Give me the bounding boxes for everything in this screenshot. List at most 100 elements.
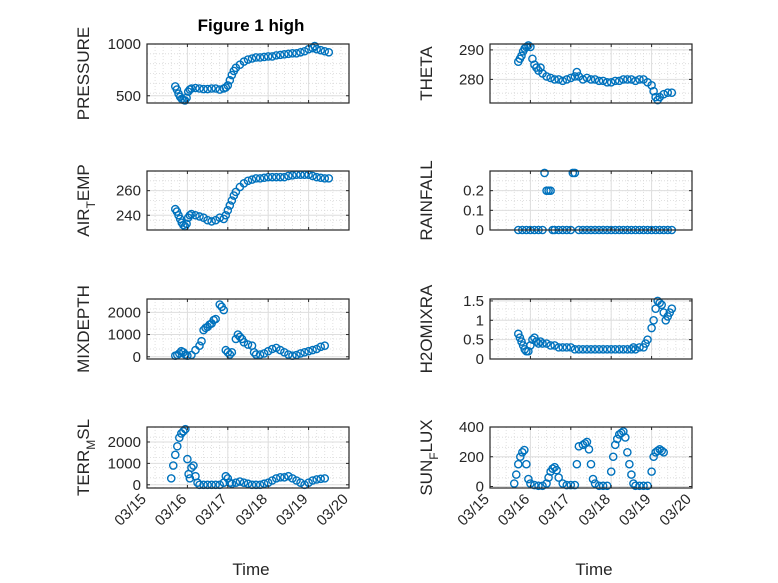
data-point [598, 345, 608, 354]
data-point [280, 472, 289, 482]
y-tick-label: 1.5 [463, 293, 484, 310]
data-point [221, 210, 231, 220]
data-point [558, 343, 568, 352]
data-point [534, 339, 543, 348]
subplot-6: 0 0.5 1 1.5 H2OMIXRA [417, 284, 693, 373]
data-point [172, 441, 182, 451]
data-point [195, 212, 204, 221]
y-tick-label: 280 [459, 71, 484, 88]
data-point [247, 175, 257, 184]
data-point [580, 439, 590, 448]
data-point [223, 206, 233, 215]
x-tick-label: 03/20 [656, 491, 695, 530]
data-point [223, 348, 233, 357]
x-tick-label: 03/16 [152, 491, 191, 530]
data-point [588, 474, 598, 484]
data-point [542, 339, 551, 348]
data-point [288, 171, 297, 180]
data-point [185, 210, 195, 220]
data-point [631, 481, 640, 491]
data-point [602, 345, 612, 354]
data-point [649, 86, 658, 96]
data-point [631, 76, 640, 86]
data-point [300, 46, 309, 56]
y-tick-label: 500 [116, 88, 141, 105]
x-tick-label: 03/16 [495, 491, 534, 530]
data-point [627, 345, 636, 354]
data-point [223, 81, 233, 90]
data-point [627, 75, 636, 84]
data-point [207, 217, 216, 226]
y-axis-label: RAINFALL [417, 160, 436, 240]
data-point [554, 75, 563, 84]
y-tick-label: 240 [116, 207, 141, 224]
data-point [251, 350, 261, 359]
y-tick-label: 0.1 [463, 202, 484, 219]
data-point [659, 89, 669, 99]
data-point [235, 332, 245, 342]
data-point [594, 76, 604, 86]
x-tick-label: 03/19 [616, 491, 655, 530]
data-point [562, 75, 572, 84]
data-point [647, 323, 656, 333]
data-point [517, 337, 526, 346]
data-point [629, 343, 638, 352]
y-tick-label: 2000 [108, 304, 141, 321]
data-point [312, 475, 321, 484]
data-point [578, 345, 588, 354]
data-point [320, 46, 330, 56]
data-point [584, 445, 594, 454]
subplot-2: 280 290 THETA [417, 41, 693, 105]
data-point [225, 201, 235, 210]
data-point [554, 343, 563, 352]
data-point [316, 474, 326, 484]
data-point [324, 47, 334, 57]
data-point [189, 461, 198, 470]
data-point [211, 84, 220, 93]
data-point [619, 345, 628, 354]
data-point [657, 446, 667, 456]
data-point [185, 474, 195, 483]
data-point [552, 465, 561, 475]
data-point [199, 84, 208, 94]
y-tick-label: 2000 [108, 434, 141, 451]
data-point [554, 473, 563, 482]
data-point [534, 481, 543, 491]
data-point [219, 305, 229, 315]
data-point [187, 463, 196, 472]
data-point [518, 447, 527, 457]
data-point [175, 433, 184, 443]
data-point [312, 44, 321, 54]
data-point [203, 215, 212, 225]
data-point [606, 78, 616, 87]
data-point [566, 73, 576, 83]
data-point [308, 171, 317, 181]
data-point [179, 426, 188, 436]
axes-frame [489, 298, 693, 360]
data-point [586, 75, 596, 84]
data-point [221, 471, 231, 481]
data-point [511, 470, 521, 479]
data-point [515, 333, 525, 343]
data-point [296, 47, 305, 57]
x-tick-label: 03/20 [313, 491, 352, 530]
data-point [621, 433, 630, 442]
data-point [516, 452, 525, 462]
data-point [255, 350, 265, 359]
y-axis-label: TERRMSL [74, 419, 98, 496]
data-point [292, 49, 301, 58]
data-point [324, 174, 334, 183]
axes-frame [489, 43, 693, 104]
data-point [183, 454, 192, 464]
data-point [227, 70, 237, 80]
data-point [271, 172, 281, 182]
data-point [524, 346, 533, 356]
data-point [181, 424, 190, 434]
data-point [610, 76, 620, 86]
data-point [227, 348, 237, 357]
data-point [598, 76, 608, 86]
data-point [251, 174, 261, 183]
data-point [582, 345, 592, 354]
data-point [175, 349, 184, 358]
data-point [647, 467, 656, 476]
